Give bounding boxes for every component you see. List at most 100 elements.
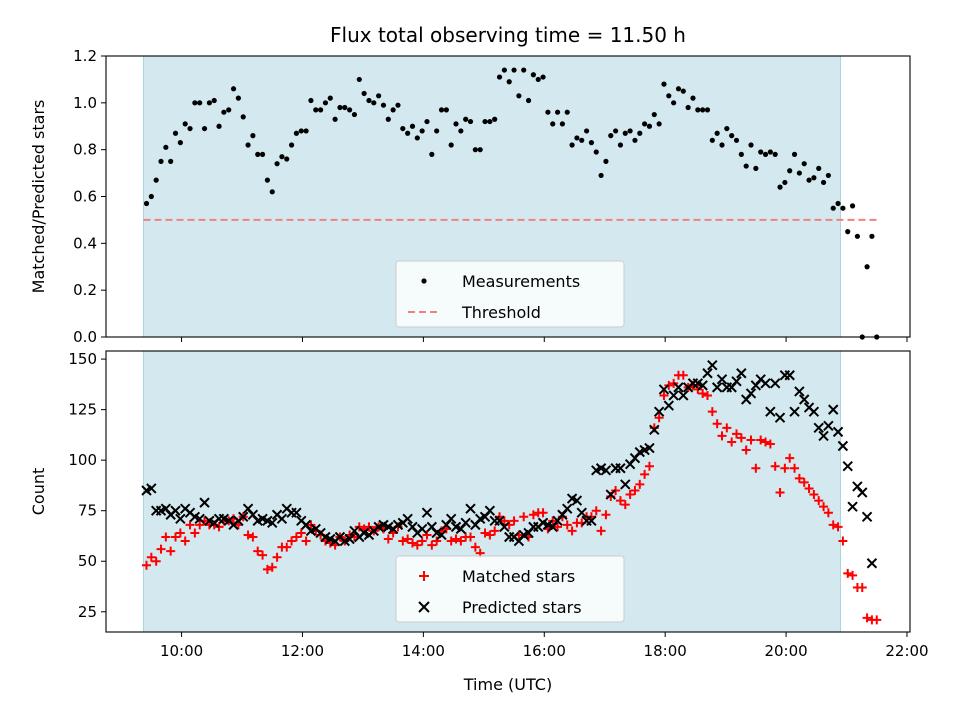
matched-point bbox=[151, 556, 161, 566]
measurement-point bbox=[835, 200, 841, 207]
measurement-point bbox=[390, 107, 396, 113]
measurement-point bbox=[680, 88, 686, 94]
matched-point bbox=[466, 532, 476, 542]
legend-marker bbox=[419, 571, 429, 581]
measurement-point bbox=[782, 179, 788, 186]
predicted-point bbox=[711, 382, 723, 393]
predicted-point bbox=[291, 507, 302, 518]
legend: Matched stars Predicted stars bbox=[395, 555, 625, 623]
axes-frame bbox=[105, 350, 911, 633]
predicted-point bbox=[745, 388, 757, 399]
matched-point bbox=[499, 516, 509, 526]
matched-point bbox=[751, 463, 761, 473]
measurement-point bbox=[613, 128, 619, 134]
matched-point bbox=[756, 435, 766, 445]
predicted-point bbox=[857, 487, 868, 498]
matched-point bbox=[823, 508, 833, 518]
measurement-point bbox=[322, 100, 329, 106]
measurement-point bbox=[661, 81, 667, 87]
matched-point bbox=[620, 500, 630, 510]
measurement-point bbox=[772, 151, 778, 157]
measurement-point bbox=[458, 128, 464, 134]
measurement-point bbox=[796, 170, 802, 176]
measurement-point bbox=[603, 158, 609, 164]
matched-point bbox=[403, 534, 413, 544]
x-tick-label: 12:00 bbox=[281, 642, 324, 660]
y-tick-label: 0.0 bbox=[73, 328, 97, 346]
predicted-point bbox=[175, 513, 186, 524]
measurement-point bbox=[646, 123, 653, 129]
legend-marker bbox=[421, 278, 427, 284]
matched-point bbox=[775, 488, 785, 498]
matched-point bbox=[640, 469, 650, 479]
measurement-point bbox=[656, 121, 662, 127]
matched-point bbox=[185, 520, 195, 530]
legend-marker bbox=[418, 601, 430, 613]
predicted-point bbox=[818, 430, 829, 442]
measurement-point bbox=[849, 203, 856, 209]
matched-point bbox=[770, 461, 780, 471]
matched-point bbox=[248, 532, 258, 542]
measurement-point bbox=[724, 125, 730, 132]
measurement-point bbox=[197, 100, 203, 106]
measurement-point bbox=[318, 107, 324, 113]
measurement-point bbox=[492, 116, 498, 122]
measurement-point bbox=[753, 165, 759, 171]
predicted-point bbox=[697, 380, 708, 391]
predicted-point bbox=[658, 384, 670, 395]
measurement-point bbox=[521, 67, 527, 73]
predicted-point bbox=[576, 507, 587, 518]
measurement-point bbox=[405, 130, 411, 136]
matched-point bbox=[736, 433, 746, 443]
measurement-point bbox=[617, 142, 624, 148]
matched-point bbox=[485, 530, 495, 540]
matched-point bbox=[258, 550, 268, 560]
measurement-point bbox=[714, 130, 720, 136]
predicted-point bbox=[832, 426, 844, 438]
measurement-point bbox=[434, 128, 440, 134]
measurement-point bbox=[637, 130, 643, 136]
matched-point bbox=[785, 453, 795, 463]
measurement-point bbox=[467, 118, 474, 125]
matched-point bbox=[562, 520, 572, 530]
predicted-point bbox=[847, 501, 858, 512]
matched-point bbox=[567, 526, 577, 536]
predicted-point bbox=[615, 463, 626, 474]
legend-label: Predicted stars bbox=[462, 598, 582, 617]
measurement-point bbox=[801, 161, 807, 167]
measurement-point bbox=[409, 123, 416, 129]
measurement-point bbox=[332, 116, 338, 122]
predicted-point bbox=[707, 359, 718, 371]
measurement-point bbox=[559, 121, 566, 127]
y-tick-label: 125 bbox=[68, 401, 97, 419]
y-tick-label: 75 bbox=[78, 502, 97, 520]
measurement-point bbox=[230, 86, 237, 92]
measurement-point bbox=[255, 151, 261, 157]
matched-point bbox=[804, 483, 814, 493]
matched-point bbox=[799, 477, 809, 487]
measurement-point bbox=[226, 107, 232, 113]
measurement-point bbox=[748, 142, 754, 148]
predicted-point bbox=[731, 376, 742, 387]
measurement-point bbox=[525, 97, 532, 104]
predicted-point bbox=[416, 523, 428, 535]
matched-point bbox=[717, 431, 727, 441]
matched-point bbox=[422, 530, 432, 540]
matched-point bbox=[601, 510, 611, 520]
measurement-point bbox=[593, 149, 599, 155]
matched-point bbox=[857, 583, 867, 593]
measurement-point bbox=[351, 111, 358, 118]
measurement-point bbox=[400, 125, 406, 132]
measurement-point bbox=[869, 233, 875, 239]
measurement-point bbox=[690, 95, 696, 101]
predicted-point bbox=[702, 368, 713, 379]
matched-point bbox=[814, 496, 824, 506]
measurement-point bbox=[622, 130, 628, 136]
series-measurements bbox=[143, 67, 880, 340]
measurement-point bbox=[845, 229, 851, 235]
y-tick-label: 0.6 bbox=[73, 188, 97, 206]
predicted-point bbox=[673, 382, 684, 393]
matched-point bbox=[659, 390, 669, 400]
predicted-point bbox=[344, 533, 355, 545]
